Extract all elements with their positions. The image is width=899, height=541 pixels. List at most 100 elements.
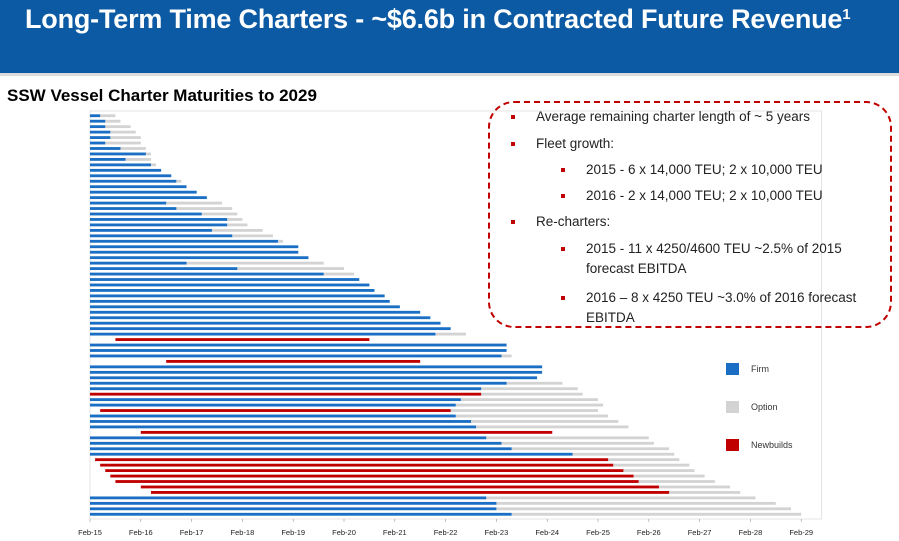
legend-label-option: Option xyxy=(751,402,778,412)
firm-bar xyxy=(90,507,497,511)
option-bar xyxy=(145,152,151,156)
option-bar xyxy=(227,223,248,227)
firm-bar xyxy=(90,512,512,516)
firm-bar xyxy=(90,152,146,156)
x-tick-label: Feb-21 xyxy=(383,528,407,537)
firm-bar xyxy=(90,294,385,298)
firm-bar xyxy=(90,114,101,118)
firm-bar xyxy=(90,201,167,205)
option-bar xyxy=(496,507,792,511)
option-bar xyxy=(237,267,344,271)
newbuild-bar xyxy=(105,469,624,473)
bullet-icon xyxy=(561,247,565,251)
firm-bar xyxy=(90,234,233,238)
firm-bar xyxy=(90,299,390,303)
option-bar xyxy=(511,512,802,516)
x-tick-label: Feb-29 xyxy=(789,528,813,537)
firm-bar xyxy=(90,403,456,407)
note-re-charters-2015-cont: forecast EBITDA xyxy=(586,261,687,276)
firm-bar xyxy=(90,261,187,265)
newbuild-bar xyxy=(110,474,634,478)
firm-bar xyxy=(90,207,177,210)
x-tick-label: Feb-15 xyxy=(78,528,102,537)
newbuild-bar xyxy=(95,458,609,462)
option-bar xyxy=(633,474,705,478)
option-bar xyxy=(277,239,284,243)
firm-bar xyxy=(90,447,512,451)
x-tick-label: Feb-23 xyxy=(485,528,509,537)
option-bar xyxy=(506,381,563,385)
option-bar xyxy=(227,218,243,221)
firm-bar xyxy=(90,125,106,129)
legend-label-newbuild: Newbuilds xyxy=(751,440,793,450)
option-bar xyxy=(105,125,131,129)
page-title: Long-Term Time Charters - ~$6.6b in Cont… xyxy=(25,4,851,35)
option-bar xyxy=(572,452,675,456)
newbuild-bar xyxy=(140,430,553,434)
notes-callout xyxy=(488,101,892,328)
option-bar xyxy=(608,458,680,462)
option-bar xyxy=(201,212,238,216)
firm-bar xyxy=(90,147,121,150)
option-bar xyxy=(323,272,355,276)
firm-bar xyxy=(90,212,202,216)
firm-bar xyxy=(90,365,543,369)
option-bar xyxy=(232,234,273,238)
newbuild-bar xyxy=(100,463,614,467)
firm-bar xyxy=(90,343,507,347)
firm-bar xyxy=(90,441,502,445)
note-fleet-growth-2016: 2016 - 2 x 14,000 TEU; 2 x 10,000 TEU xyxy=(586,188,823,203)
option-bar xyxy=(669,491,741,494)
firm-bar xyxy=(90,245,299,249)
x-tick-label: Feb-26 xyxy=(637,528,661,537)
option-bar xyxy=(176,207,233,210)
firm-bar xyxy=(90,196,207,200)
option-bar xyxy=(496,501,776,505)
option-bar xyxy=(150,163,157,167)
x-tick-label: Feb-27 xyxy=(688,528,712,537)
legend-swatch-newbuild xyxy=(726,439,739,451)
newbuild-bar xyxy=(166,359,421,363)
option-bar xyxy=(455,414,609,418)
x-tick-label: Feb-16 xyxy=(129,528,153,537)
firm-bar xyxy=(90,310,421,314)
option-bar xyxy=(100,114,116,118)
firm-bar xyxy=(90,501,497,505)
x-tick-label: Feb-18 xyxy=(231,528,255,537)
option-bar xyxy=(511,447,670,451)
firm-bar xyxy=(90,283,370,287)
note-fleet-growth: Fleet growth: xyxy=(536,136,615,151)
option-bar xyxy=(481,392,583,396)
option-bar xyxy=(186,261,324,265)
option-bar xyxy=(471,420,619,423)
firm-bar xyxy=(90,398,461,402)
firm-bar xyxy=(90,157,126,161)
option-bar xyxy=(120,147,146,150)
firm-bar xyxy=(90,452,573,456)
option-bar xyxy=(105,141,141,145)
firm-bar xyxy=(90,163,151,167)
firm-bar xyxy=(90,272,324,276)
legend-label-firm: Firm xyxy=(751,364,769,374)
option-bar xyxy=(476,425,629,429)
note-avg-charter-length: Average remaining charter length of ~ 5 … xyxy=(536,109,811,124)
newbuild-bar xyxy=(115,480,639,483)
firm-bar xyxy=(90,496,487,500)
firm-bar xyxy=(90,332,436,336)
x-tick-label: Feb-24 xyxy=(535,528,559,537)
firm-bar xyxy=(90,420,471,423)
option-bar xyxy=(613,463,690,467)
firm-bar xyxy=(90,278,360,281)
newbuild-bar xyxy=(150,491,670,494)
option-bar xyxy=(125,157,151,161)
newbuild-bar xyxy=(115,338,370,341)
firm-bar xyxy=(90,239,278,243)
page-title-text: Long-Term Time Charters - ~$6.6b in Cont… xyxy=(25,4,843,34)
x-tick-label: Feb-17 xyxy=(180,528,204,537)
option-bar xyxy=(176,179,182,183)
option-bar xyxy=(501,441,654,445)
firm-bar xyxy=(90,381,507,385)
firm-bar xyxy=(90,223,228,227)
firm-bar xyxy=(90,190,197,194)
note-re-charters: Re-charters: xyxy=(536,214,611,229)
